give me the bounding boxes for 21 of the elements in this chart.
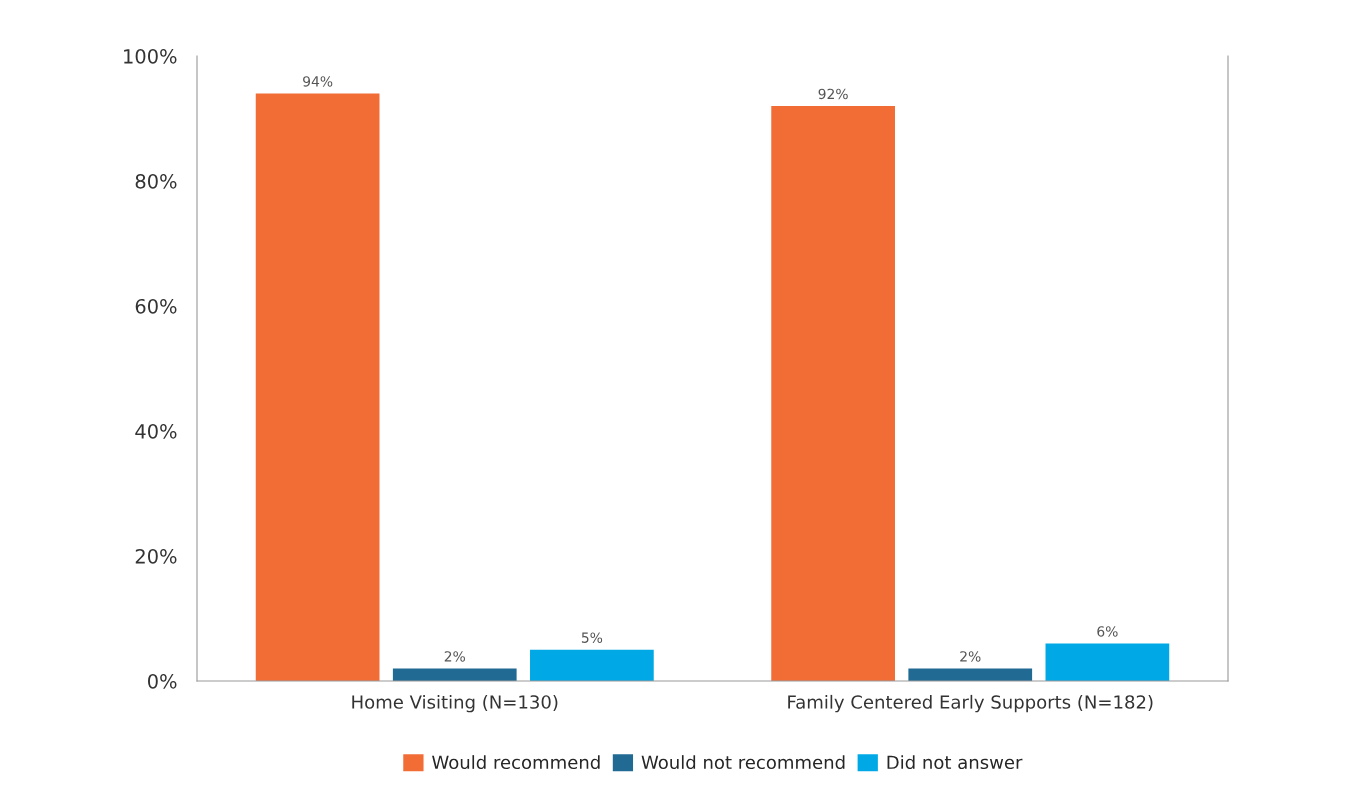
bar (771, 106, 895, 681)
y-tick-label: 80% (135, 173, 177, 189)
x-tick-label: Home Visiting (N=130) (352, 694, 558, 713)
legend-label: Did not answer (887, 755, 1023, 770)
data-label: 5% (581, 632, 603, 643)
data-label: 92% (818, 88, 848, 100)
data-label: 94% (303, 76, 333, 87)
bar (255, 93, 380, 681)
x-tick-label: Family Centered Early Supports (N=182) (788, 694, 1153, 713)
data-label: 2% (960, 651, 981, 662)
legend-label: Would not recommend (641, 755, 845, 770)
y-tick-label: 100% (124, 48, 177, 64)
legend-label: Would recommend (432, 755, 600, 770)
bar (530, 649, 654, 681)
data-label: 6% (1097, 626, 1118, 637)
y-tick-label: 60% (135, 298, 177, 314)
y-tick-label: 40% (135, 423, 177, 439)
data-label: 2% (444, 651, 465, 662)
y-tick-label: 0% (147, 673, 177, 689)
bar (1045, 643, 1170, 681)
y-tick-label: 20% (135, 548, 177, 564)
